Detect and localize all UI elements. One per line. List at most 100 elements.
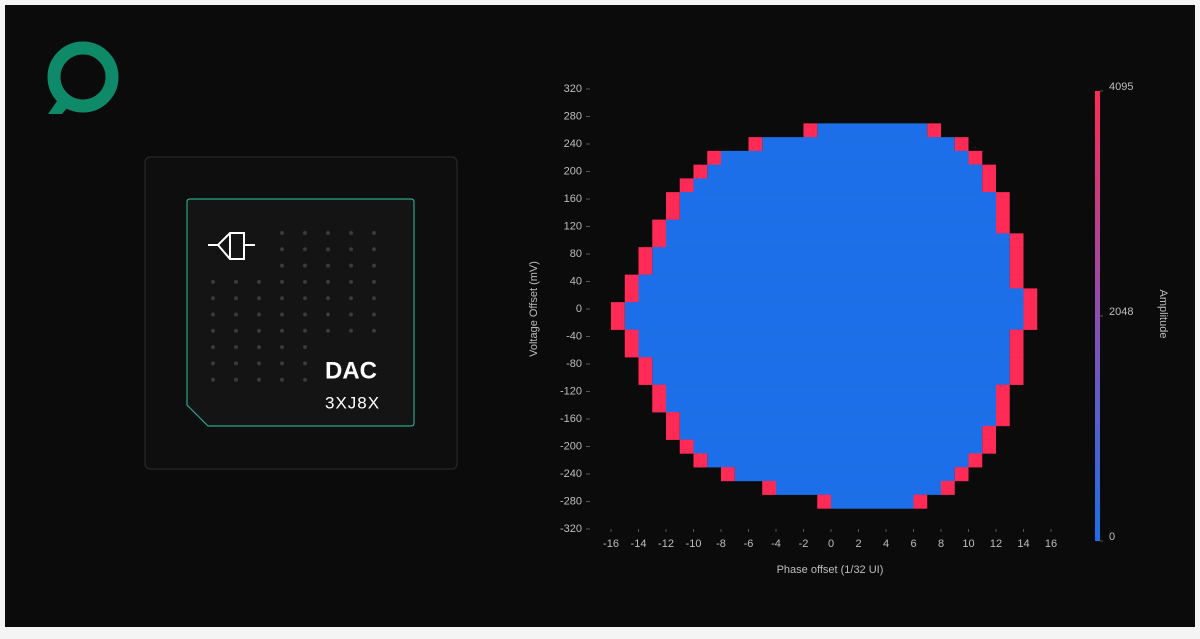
dot <box>257 377 261 382</box>
y-tick-label: 280 <box>564 110 582 122</box>
dot <box>303 263 307 268</box>
dot <box>303 279 307 284</box>
edge-cell <box>1023 302 1038 317</box>
edge-cell <box>982 439 996 454</box>
dot <box>234 377 238 382</box>
edge-cell <box>996 398 1010 413</box>
y-tick-label: -320 <box>560 523 582 535</box>
dot <box>372 247 376 252</box>
inner-cells <box>679 205 996 220</box>
x-tick-label: 2 <box>855 538 861 550</box>
x-tick-label: 8 <box>938 538 944 550</box>
edge-cell <box>996 412 1010 427</box>
y-tick-label: -200 <box>560 440 582 452</box>
x-tick-label: 16 <box>1045 538 1057 550</box>
dot <box>211 312 215 317</box>
dot <box>372 328 376 333</box>
edge-cell <box>638 370 653 385</box>
edge-cell <box>803 123 818 138</box>
y-tick-label: 80 <box>570 248 582 260</box>
y-tick-label: -280 <box>560 495 582 507</box>
edge-cell <box>1023 315 1038 330</box>
dot <box>349 279 353 284</box>
dot <box>372 296 376 301</box>
edge-cell <box>666 205 680 220</box>
edge-cell <box>996 192 1010 207</box>
dot <box>257 312 261 317</box>
edge-cell <box>666 192 680 207</box>
edge-cell <box>652 384 666 399</box>
inner-cells <box>652 370 1010 385</box>
inner-cells <box>624 302 1024 317</box>
edge-cell <box>624 288 639 303</box>
dot <box>280 345 284 350</box>
dot <box>234 361 238 366</box>
y-tick-label: 200 <box>564 165 582 177</box>
x-tick-label: -2 <box>799 538 809 550</box>
dot <box>303 312 307 317</box>
x-tick-label: -14 <box>631 538 647 550</box>
x-axis-label: Phase offset (1/32 UI) <box>777 564 884 576</box>
inner-cells <box>638 329 1010 344</box>
edge-cell <box>1009 247 1024 262</box>
dot <box>211 328 215 333</box>
edge-cell <box>707 150 721 165</box>
y-tick-label: 40 <box>570 275 582 287</box>
inner-cells <box>624 315 1024 330</box>
dot <box>349 328 353 333</box>
edge-cell <box>1009 233 1024 248</box>
edge-cell <box>927 123 941 138</box>
inner-cells <box>679 412 996 427</box>
chip-card <box>186 198 415 427</box>
dot <box>349 231 353 235</box>
dot <box>234 328 238 333</box>
inner-cells <box>652 260 1010 275</box>
edge-cell <box>638 247 653 262</box>
x-tick-label: -10 <box>686 538 702 550</box>
edge-cell <box>817 494 831 509</box>
dot <box>303 361 307 366</box>
dac-icon <box>208 232 255 260</box>
edge-cell <box>652 233 666 248</box>
y-tick-label: -80 <box>566 358 582 370</box>
edge-cell <box>748 137 763 152</box>
y-tick-label: -240 <box>560 468 582 480</box>
dot <box>372 231 376 235</box>
colorbar-tick-label: 2048 <box>1109 306 1133 318</box>
logo <box>47 41 119 114</box>
x-tick-label: -12 <box>658 538 674 550</box>
edge-cell <box>624 329 639 344</box>
dot <box>303 377 307 382</box>
dot <box>303 296 307 301</box>
edge-cell <box>693 164 708 179</box>
x-tick-label: 14 <box>1017 538 1029 550</box>
edge-cell <box>624 343 639 358</box>
edge-cell <box>1009 370 1024 385</box>
edge-cell <box>968 150 983 165</box>
colorbar-tick-label: 4095 <box>1109 81 1133 93</box>
inner-cells <box>638 288 1024 303</box>
inner-cells <box>762 137 955 152</box>
dot-grid <box>211 231 376 382</box>
dot <box>372 312 376 317</box>
edge-cell <box>652 219 666 234</box>
dot <box>326 231 330 235</box>
inner-cells <box>734 467 955 482</box>
edge-cell <box>968 453 983 468</box>
dot <box>303 345 307 350</box>
dot <box>257 296 261 301</box>
dot <box>326 312 330 317</box>
y-tick-label: 160 <box>564 193 582 205</box>
colorbar <box>1095 91 1100 541</box>
dot <box>280 328 284 333</box>
y-tick-label: -120 <box>560 385 582 397</box>
inner-cells <box>666 233 1010 248</box>
dot <box>372 279 376 284</box>
edge-cell <box>1009 260 1024 275</box>
dot <box>257 361 261 366</box>
edge-cell <box>996 205 1010 220</box>
edge-cell <box>1009 329 1024 344</box>
dot <box>280 231 284 235</box>
dot <box>280 361 284 366</box>
